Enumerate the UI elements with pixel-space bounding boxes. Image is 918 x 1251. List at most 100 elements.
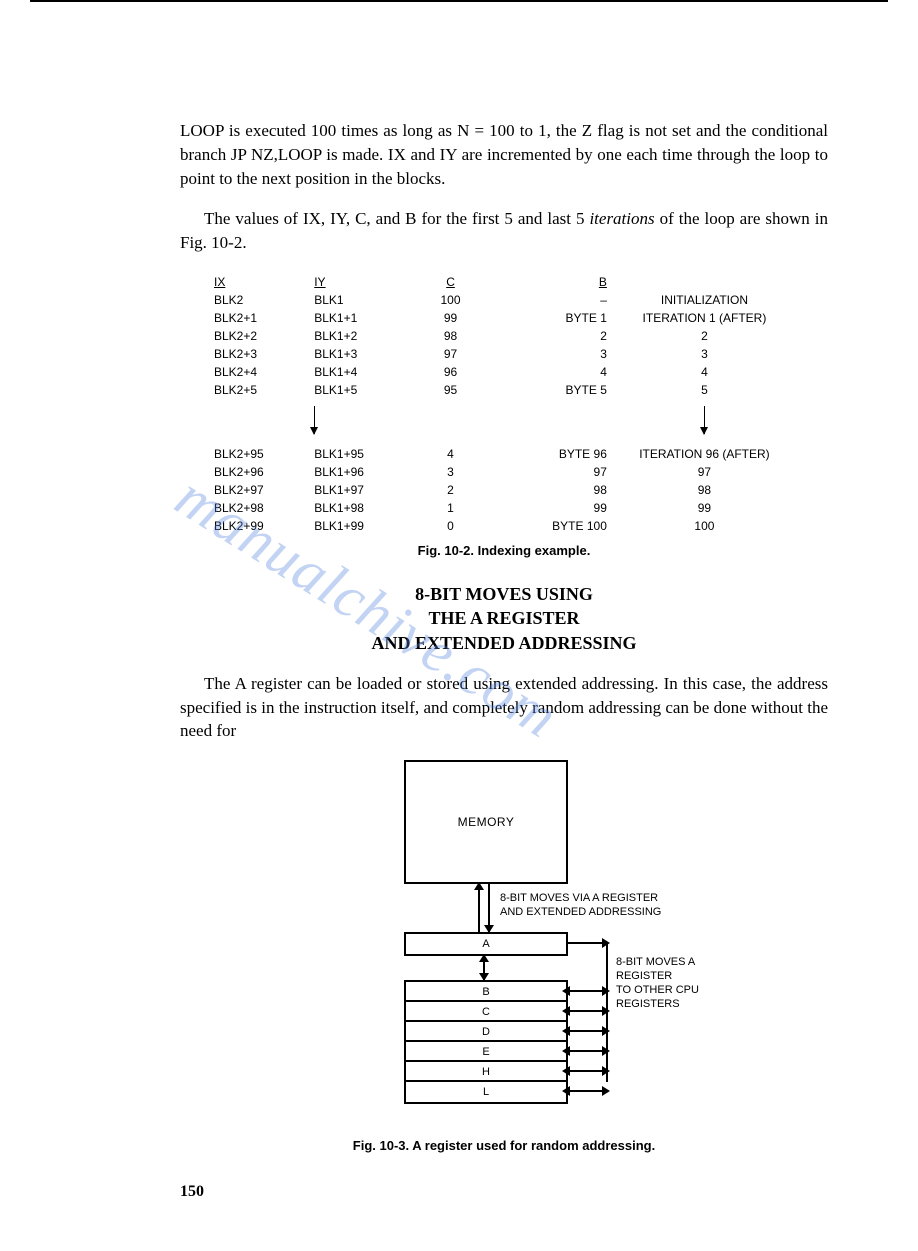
cell-ix: BLK2+99 [210,517,310,535]
cell-c: 97 [410,345,490,363]
cell-note: ITERATION 96 (AFTER) [611,445,798,463]
fig-10-2-caption: Fig. 10-2. Indexing example. [180,543,828,558]
cell-note: 4 [611,363,798,381]
line [566,990,606,992]
table-row: BLK2+98BLK1+9819999 [210,499,798,517]
arrowhead-right-icon [602,986,610,996]
cell-c: 100 [410,291,490,309]
arrowhead-left-icon [562,1046,570,1056]
arrowhead-left-icon [562,1066,570,1076]
cell-ix: BLK2 [210,291,310,309]
col-header-iy: IY [310,273,410,291]
para2-italic: iterations [589,209,654,228]
cell-iy: BLK1 [310,291,410,309]
paragraph-2: The values of IX, IY, C, and B for the f… [180,207,828,255]
cell-note: 3 [611,345,798,363]
cell-b: 2 [491,327,611,345]
arrowhead-right-icon [602,1086,610,1096]
table-row: BLK2+97BLK1+9729898 [210,481,798,499]
arrowhead-up-icon [474,882,484,890]
table-gap-row [210,399,798,445]
cell-c: 2 [410,481,490,499]
label-8bit-extended: 8-BIT MOVES VIA A REGISTER AND EXTENDED … [500,892,661,920]
cell-ix: BLK2+1 [210,309,310,327]
label-line: 8-BIT MOVES A REGISTER [616,956,695,982]
page-content: manualchive.com LOOP is executed 100 tim… [0,12,918,1251]
arrow-down-icon [314,406,315,434]
cell-ix: BLK2+95 [210,445,310,463]
para2-prefix: The values of IX, IY, C, and B for the f… [204,209,589,228]
cell-iy: BLK1+98 [310,499,410,517]
cell-b: BYTE 1 [491,309,611,327]
table-row: BLK2+2BLK1+29822 [210,327,798,345]
arrowhead-right-icon [602,1046,610,1056]
cell-note: INITIALIZATION [611,291,798,309]
col-header-b: B [491,273,611,291]
cell-iy: BLK1+97 [310,481,410,499]
line [566,1030,606,1032]
cell-b: BYTE 5 [491,381,611,399]
cell-c: 1 [410,499,490,517]
cell-note: ITERATION 1 (AFTER) [611,309,798,327]
cell-c: 4 [410,445,490,463]
cell-b: BYTE 100 [491,517,611,535]
cell-ix: BLK2+2 [210,327,310,345]
table-row: BLK2+95BLK1+954BYTE 96ITERATION 96 (AFTE… [210,445,798,463]
heading-line-3: AND EXTENDED ADDRESSING [371,633,636,653]
table-header-row: IX IY C B [210,273,798,291]
cell-c: 3 [410,463,490,481]
table-row: BLK2+3BLK1+39733 [210,345,798,363]
fig-10-2-table: IX IY C B BLK2BLK1100–INITIALIZATIONBLK2… [210,273,798,535]
cell-ix: BLK2+3 [210,345,310,363]
cell-iy: BLK1+1 [310,309,410,327]
arrowhead-right-icon [602,1026,610,1036]
register-l: L [404,1080,568,1104]
top-rule [30,0,888,2]
line [566,1010,606,1012]
cell-iy: BLK1+2 [310,327,410,345]
table-row: BLK2BLK1100–INITIALIZATION [210,291,798,309]
cell-iy: BLK1+96 [310,463,410,481]
cell-ix: BLK2+4 [210,363,310,381]
arrow-down-icon [704,406,705,434]
arrowhead-left-icon [562,1026,570,1036]
table-row: BLK2+96BLK1+9639797 [210,463,798,481]
table-row: BLK2+99BLK1+990BYTE 100100 [210,517,798,535]
line [566,1070,606,1072]
cell-note: 99 [611,499,798,517]
memory-box: MEMORY [404,760,568,884]
arrowhead-up-icon [479,954,489,962]
cell-b: 3 [491,345,611,363]
col-header-c: C [410,273,490,291]
line [566,1090,606,1092]
line [566,1050,606,1052]
cell-ix: BLK2+5 [210,381,310,399]
cell-b: 97 [491,463,611,481]
table-row: BLK2+1BLK1+199BYTE 1ITERATION 1 (AFTER) [210,309,798,327]
paragraph-1: LOOP is executed 100 times as long as N … [180,119,828,190]
cell-note: 98 [611,481,798,499]
paragraph-3: The A register can be loaded or stored u… [180,672,828,743]
col-header-note [611,273,798,291]
line [566,942,606,944]
heading-line-2: THE A REGISTER [428,608,579,628]
cell-ix: BLK2+96 [210,463,310,481]
register-a: A [404,932,568,956]
arrowhead-right-icon [602,1006,610,1016]
label-8bit-cpu: 8-BIT MOVES A REGISTER TO OTHER CPU REGI… [616,956,724,1011]
table-row: BLK2+5BLK1+595BYTE 55 [210,381,798,399]
col-header-ix: IX [210,273,310,291]
cell-iy: BLK1+99 [310,517,410,535]
cell-note: 5 [611,381,798,399]
cell-c: 96 [410,363,490,381]
cell-iy: BLK1+4 [310,363,410,381]
fig-10-3-caption: Fig. 10-3. A register used for random ad… [180,1138,828,1153]
table-row: BLK2+4BLK1+49644 [210,363,798,381]
heading-line-1: 8-BIT MOVES USING [415,584,593,604]
cell-iy: BLK1+95 [310,445,410,463]
cell-b: 99 [491,499,611,517]
label-line: AND EXTENDED ADDRESSING [500,906,661,918]
cell-c: 98 [410,327,490,345]
arrowhead-left-icon [562,1086,570,1096]
cell-ix: BLK2+98 [210,499,310,517]
